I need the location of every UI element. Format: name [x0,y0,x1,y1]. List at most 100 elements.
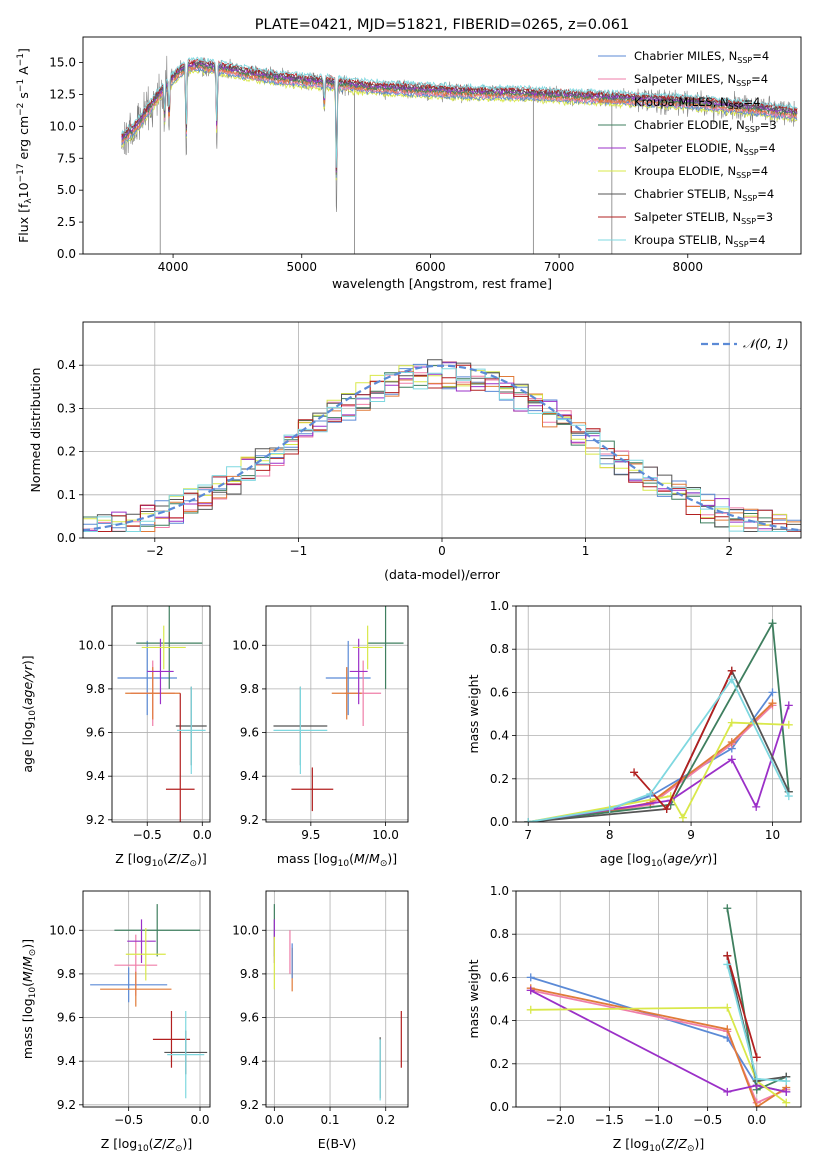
weight-marker-kroupa_miles [723,1025,732,1034]
label-part: ( [20,705,35,710]
legend-entry: Chabrier MILES, NSSP=4 [634,49,769,65]
y-tick-label: 0.6 [490,685,509,699]
label-part: Z [log [115,851,151,866]
age_vs_z-ylabel: age [log10(age/yr)] [20,655,38,772]
label-part: ( [662,851,667,866]
x-tick-label: 7 [524,828,532,842]
x-tick-label: 8000 [672,260,703,274]
label-part: / [162,1136,167,1151]
legend-suffix: =4 [751,72,768,86]
spectrum-ylabel: Flux [fλ10−17 erg cm−2 s−1 A−1] [16,48,34,243]
weight-marker-chabrier_elodie [723,904,732,913]
plot-area [273,904,402,1101]
weight-line-kroupa_elodie [528,721,789,822]
label-part: ⊙ [380,859,388,869]
label-part: −17 [16,163,26,182]
label-part: 10 [137,1144,149,1154]
legend-sub: SSP [744,148,759,157]
residuals-ylabel: Normed distribution [28,368,43,493]
y-tick-label: 10.0 [232,638,259,652]
legend-label: Salpeter ELODIE, N [634,141,744,155]
label-part: Z [665,1136,675,1151]
label-part: )] [20,655,35,665]
weight-marker-salpeter_stelib [752,1053,761,1062]
label-part: ⊙ [28,949,38,957]
x-tick-label: −1.5 [595,1113,624,1127]
label-part: 10 [28,987,38,999]
legend-label: Salpeter MILES, N [634,72,736,86]
x-tick-label: −1 [290,544,308,558]
x-tick-label: 9 [687,828,695,842]
weight-marker-kroupa_elodie [784,720,793,729]
legend-suffix: =3 [760,118,777,132]
y-tick-label: 12.5 [49,87,76,101]
label-part: A [16,66,31,79]
weight-marker-kroupa_stelib [784,792,793,801]
label-part: Z [log [613,1136,649,1151]
residuals-panel: −2 −1 0 1 2 0.0 0.1 0.2 0.3 0.4 𝒩(0, 1) (data-model… [28,321,802,582]
legend-label: Kroupa ELODIE, N [634,164,736,178]
axes-frame [82,890,211,1108]
y-tick-label: 0.3 [57,401,76,415]
label-part: Z [180,851,190,866]
axes-frame [82,321,802,539]
spectrum-panel: 4000 5000 6000 7000 8000 0.0 2.5 5.0 7.5 10.0 12.5… [16,17,802,291]
label-part: ( [20,982,35,987]
weight_vs_z-ylabel: mass weight [466,959,481,1038]
y-tick-label: 15.0 [49,56,76,70]
x-tick-label: 0.0 [193,828,212,842]
y-tick-label: 0.4 [57,358,76,372]
legend-entry: Chabrier ELODIE, NSSP=3 [634,118,777,134]
label-part: ( [149,1136,154,1151]
label-part: 10 [338,859,350,869]
x-tick-label: 10.0 [372,828,399,842]
weight-marker-kroupa_stelib [605,805,614,814]
x-tick-label: 0 [438,544,446,558]
y-tick-label: 9.6 [240,1011,259,1025]
y-tick-label: 0.0 [57,531,76,545]
y-tick-label: 0.0 [490,815,509,829]
label-part: M [20,956,35,967]
x-tick-label: 6000 [415,260,446,274]
legend-suffix: =4 [757,187,774,201]
label-part: 10 [16,182,31,198]
weight-marker-kroupa_miles [752,1103,761,1107]
y-tick-label: 9.8 [86,682,105,696]
weight-marker-salpeter_stelib [630,768,639,777]
label-part: mass [log [277,851,338,866]
y-tick-label: 0.0 [490,1100,509,1114]
plot-area [90,904,208,1099]
x-tick-label: 9.5 [301,828,320,842]
legend-suffix: =4 [744,95,761,109]
age-vs-metallicity-panel: −0.5 0.09.29.49.69.810.0Z [log10(Z/Z⊙)]ag… [20,605,212,869]
legend-label: Kroupa STELIB, N [634,233,734,247]
weight-marker-chabrier_elodie [768,619,777,628]
label-part: )] [387,851,397,866]
weight-marker-salpeter_elodie [526,986,535,995]
legend-entry: Kroupa MILES, NSSP=4 [634,95,760,111]
y-tick-label: 0.4 [490,1014,509,1028]
weight-marker-kroupa_stelib [782,1077,791,1086]
weight-marker-kroupa_stelib [752,1074,761,1083]
label-part: )] [182,1136,192,1151]
weight-marker-salpeter_elodie [752,802,761,811]
model-spectrum-kroupa_stelib [121,56,798,168]
label-part: ⊙ [175,1144,183,1154]
legend-label: Chabrier ELODIE, N [634,118,745,132]
plot-area [526,904,791,1107]
weight-marker-kroupa_miles [768,699,777,708]
legend-suffix: =3 [756,210,773,224]
legend-sub: SSP [736,171,751,180]
legend-sub: SSP [734,240,749,249]
label-part: 10 [152,859,164,869]
label-part: s [16,92,31,103]
label-part: Z [167,851,177,866]
x-tick-label: 10 [765,828,780,842]
y-tick-label: 9.4 [240,769,259,783]
y-tick-label: 0.2 [490,772,509,786]
label-part: age/yr [20,664,35,705]
plot-area [117,606,207,822]
label-part: ( [349,851,354,866]
model-spectrum-salpeter_elodie [121,60,798,173]
y-tick-label: 9.2 [86,813,105,827]
